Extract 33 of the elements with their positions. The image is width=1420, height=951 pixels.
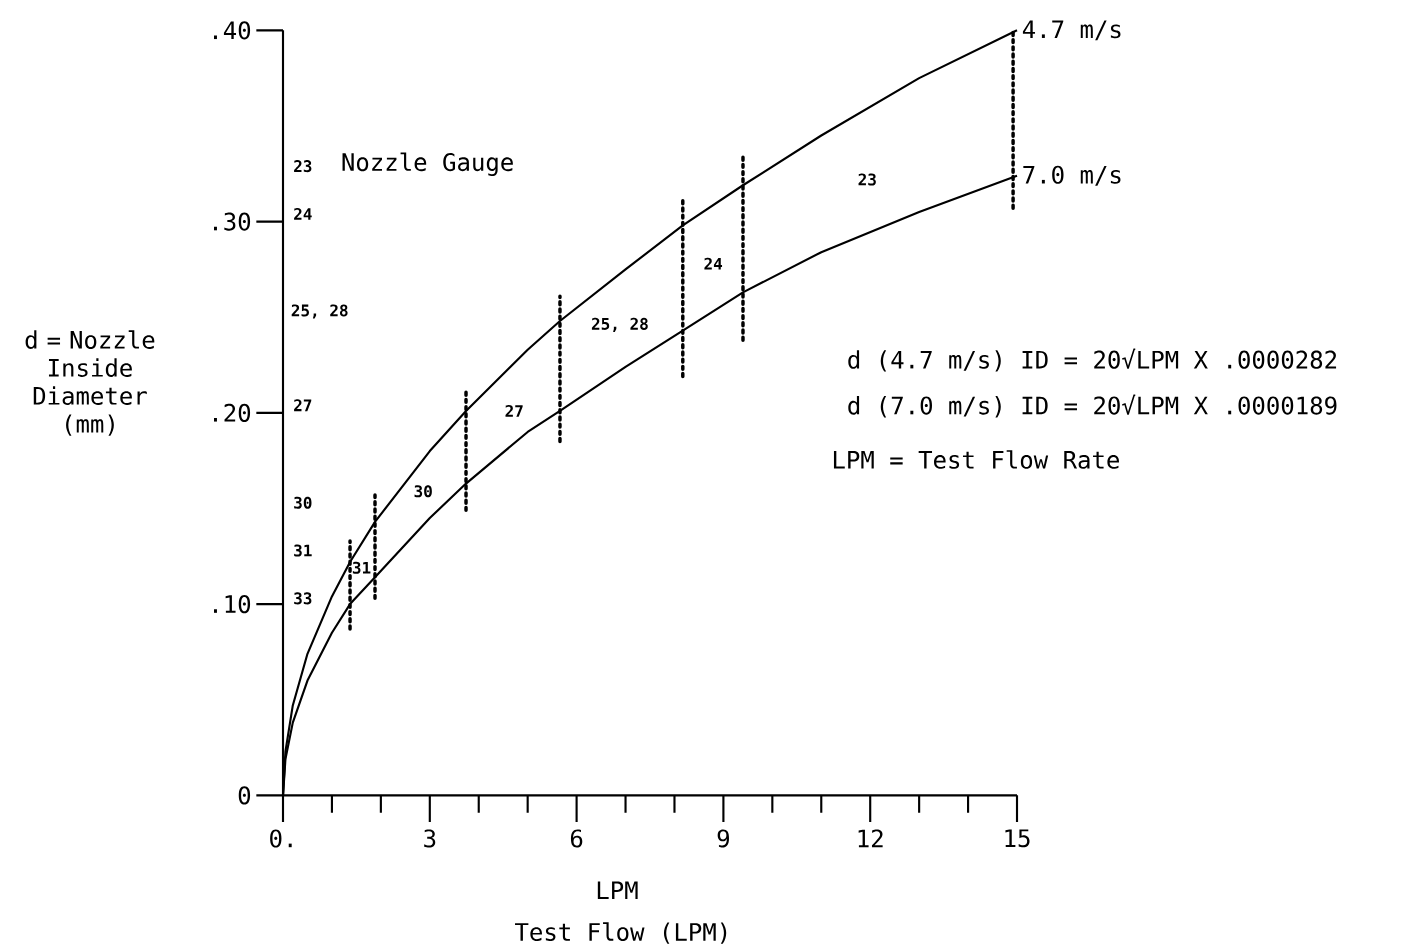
annotation: 25, 28 — [591, 317, 648, 332]
y-tick-label: 0 — [238, 786, 251, 805]
y-tick-label: .30 — [214, 212, 251, 231]
annotation: Nozzle Gauge — [342, 152, 513, 176]
y-tick-label: .40 — [214, 21, 251, 40]
annotation: 33 — [294, 592, 312, 605]
x-axis-title: LPM — [597, 881, 638, 899]
series-label: 7.0 m/s — [1023, 165, 1121, 186]
series-label: 4.7 m/s — [1022, 20, 1121, 41]
annotation: 24 — [294, 208, 312, 220]
annotation: 24 — [704, 257, 723, 270]
annotation: 30 — [294, 496, 312, 509]
y-tick-label: .20 — [214, 403, 251, 422]
x-tick-label: 0. — [270, 829, 292, 848]
x-tick-label: 12 — [858, 829, 883, 848]
x-tick-label: 15 — [1005, 829, 1030, 848]
annotation: 31 — [294, 544, 312, 557]
text: Test Flow (LPM) — [515, 922, 727, 944]
annotation: 25, 28 — [291, 304, 348, 319]
y-axis-title: d = Nozzle Inside Diameter (mm) — [25, 330, 155, 436]
annotation: 27 — [294, 399, 312, 412]
annotation: 23 — [294, 160, 312, 173]
annotation: d (7.0 m/s) ID = 20√LPM X .0000189 — [848, 394, 1337, 418]
annotation: LPM = Test Flow Rate — [833, 450, 1119, 469]
y-tick-label: .10 — [214, 595, 251, 614]
annotation: 27 — [505, 404, 523, 417]
annotation: 30 — [414, 485, 432, 498]
x-tick-label: 3 — [424, 829, 436, 848]
annotation: 31 — [352, 561, 371, 574]
annotation: 23 — [858, 173, 876, 186]
x-tick-label: 6 — [570, 829, 583, 848]
x-tick-label: 9 — [717, 829, 729, 848]
annotation: d (4.7 m/s) ID = 20√LPM X .0000282 — [848, 348, 1337, 372]
